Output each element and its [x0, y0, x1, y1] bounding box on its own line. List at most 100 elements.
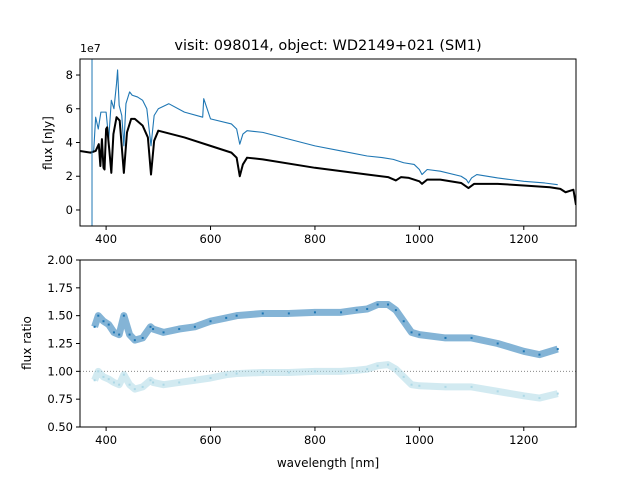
data-point	[112, 381, 115, 384]
ratio-panel: 400 600 800 1000 1200 0.50 0.75 1.00 1.25 1.50 1.7…	[47, 253, 577, 447]
data-point	[387, 363, 390, 366]
y-tick-label: 1.50	[47, 309, 73, 323]
data-point	[355, 309, 358, 312]
data-point	[261, 371, 264, 374]
data-point	[107, 378, 110, 381]
data-point	[394, 309, 397, 312]
x-tick-label: 1000	[405, 433, 434, 447]
x-tick-label: 1200	[509, 232, 538, 246]
data-point	[313, 311, 316, 314]
data-point	[418, 333, 421, 336]
data-point	[152, 381, 155, 384]
data-point	[128, 333, 131, 336]
y-tick-label: 8	[66, 68, 73, 82]
x-tick-label: 600	[200, 232, 222, 246]
data-point	[235, 372, 238, 375]
data-point	[366, 368, 369, 371]
data-point	[376, 364, 379, 367]
data-point	[261, 312, 264, 315]
data-point	[193, 379, 196, 382]
data-point	[97, 370, 100, 373]
series-band-normalized-ratio	[91, 361, 559, 402]
y-tick-label: 1.25	[47, 337, 73, 351]
x-tick-label: 800	[304, 433, 326, 447]
series-line-observed	[93, 69, 558, 186]
data-point	[162, 383, 165, 386]
data-point	[107, 323, 110, 326]
data-point	[538, 353, 541, 356]
data-point	[287, 371, 290, 374]
data-point	[496, 390, 499, 393]
flux-panel: 400 600 800 1000 1200 0 2 4 6 8	[66, 58, 577, 246]
x-tick-label: 800	[304, 232, 326, 246]
y-tick-label: 2	[66, 169, 73, 183]
data-point	[93, 325, 96, 328]
chart-title: visit: 098014, object: WD2149+021 (SM1)	[174, 38, 481, 54]
data-point	[418, 384, 421, 387]
data-point	[118, 383, 121, 386]
top-y-axis-label: flux [nJy]	[41, 116, 55, 170]
x-tick-label: 400	[95, 433, 117, 447]
data-point	[355, 369, 358, 372]
data-point	[235, 314, 238, 317]
data-point	[209, 320, 212, 323]
data-point	[522, 394, 525, 397]
data-point	[133, 339, 136, 342]
data-point	[287, 312, 290, 315]
data-point	[402, 375, 405, 378]
data-point	[149, 379, 152, 382]
y-tick-label: 1.00	[47, 364, 73, 378]
data-point	[470, 336, 473, 339]
y-tick-label: 6	[66, 102, 73, 116]
y-tick-label: 2.00	[47, 253, 73, 267]
data-point	[193, 325, 196, 328]
x-tick-label: 1200	[509, 433, 538, 447]
data-point	[538, 397, 541, 400]
data-point	[162, 331, 165, 334]
data-point	[152, 328, 155, 331]
data-point	[470, 385, 473, 388]
data-point	[522, 350, 525, 353]
data-point	[178, 328, 181, 331]
data-point	[366, 307, 369, 310]
data-point	[118, 333, 121, 336]
data-point	[313, 370, 316, 373]
y-tick-label: 4	[66, 136, 73, 150]
data-point	[93, 379, 96, 382]
data-point	[141, 336, 144, 339]
data-point	[402, 320, 405, 323]
data-point	[122, 373, 125, 376]
x-tick-label: 400	[95, 232, 117, 246]
data-point	[556, 348, 559, 351]
data-point	[444, 385, 447, 388]
data-point	[97, 314, 100, 317]
data-point	[376, 303, 379, 306]
data-point	[387, 303, 390, 306]
data-point	[141, 385, 144, 388]
series-line-model	[80, 116, 576, 206]
data-point	[178, 381, 181, 384]
data-point	[340, 311, 343, 314]
data-point	[102, 320, 105, 323]
data-point	[149, 325, 152, 328]
series-band-ratio	[91, 301, 559, 359]
plot-area	[80, 301, 576, 402]
y-tick-label: 0.50	[47, 420, 73, 434]
y-tick-label: 0.75	[47, 392, 73, 406]
data-point	[410, 383, 413, 386]
bottom-y-axis-label: flux ratio	[20, 316, 34, 370]
data-point	[209, 377, 212, 380]
data-point	[102, 375, 105, 378]
data-point	[133, 388, 136, 391]
data-point	[128, 383, 131, 386]
data-point	[444, 336, 447, 339]
data-point	[410, 331, 413, 334]
x-tick-label: 1000	[405, 232, 434, 246]
data-point	[122, 314, 125, 317]
data-point	[556, 392, 559, 395]
data-point	[112, 331, 115, 334]
y-tick-label: 1.75	[47, 281, 73, 295]
x-tick-label: 600	[200, 433, 222, 447]
data-point	[225, 316, 228, 319]
